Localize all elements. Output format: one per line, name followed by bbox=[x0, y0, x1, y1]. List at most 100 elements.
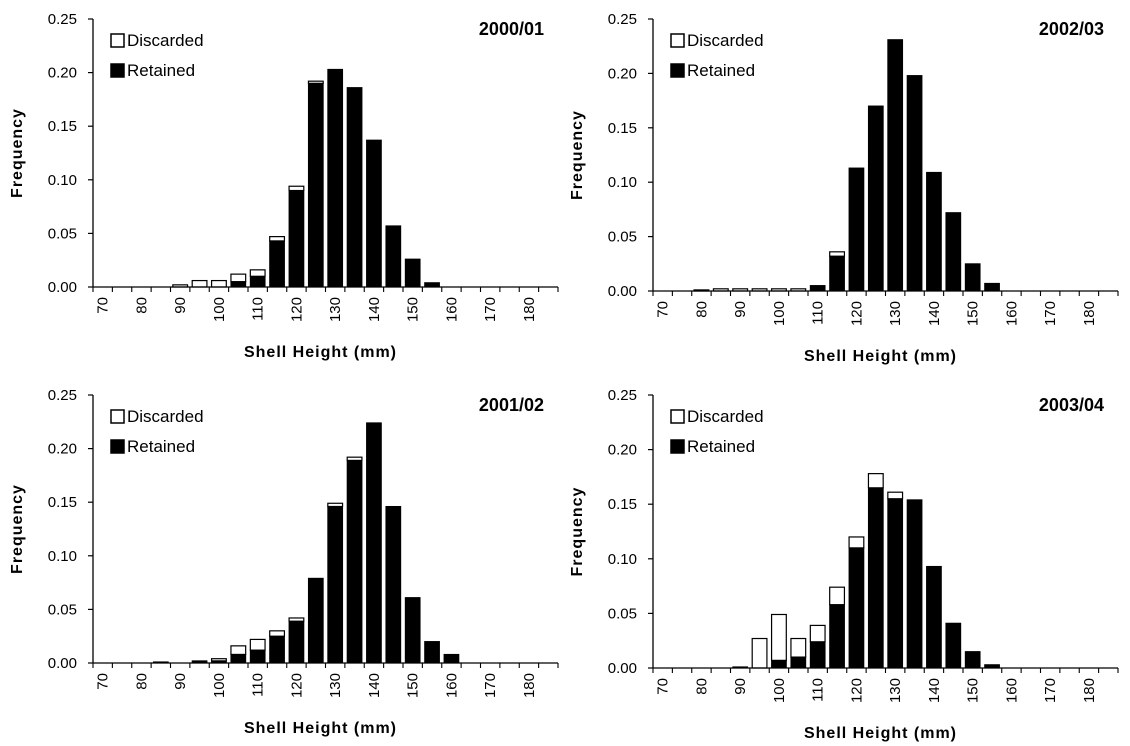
y-tick-label: 0.25 bbox=[608, 11, 637, 28]
bar-retained bbox=[269, 240, 285, 288]
bar-discarded bbox=[307, 80, 324, 84]
legend-label-discarded: Discarded bbox=[687, 31, 764, 50]
y-tick-label: 0.20 bbox=[608, 65, 637, 82]
legend-swatch-discarded bbox=[110, 33, 125, 48]
bar-retained bbox=[327, 505, 344, 664]
bar-discarded bbox=[751, 637, 768, 669]
y-tick-label: 0.00 bbox=[48, 655, 77, 672]
bar-discarded bbox=[288, 617, 305, 622]
x-tick-label: 180 bbox=[1081, 301, 1098, 326]
bar-retained bbox=[809, 285, 826, 292]
x-tick-label: 120 bbox=[848, 678, 865, 703]
x-tick-label: 180 bbox=[521, 297, 538, 322]
bar-discarded bbox=[288, 185, 305, 192]
bar-retained bbox=[307, 577, 324, 664]
x-tick-label: 120 bbox=[848, 301, 865, 326]
legend-swatch-discarded bbox=[670, 409, 685, 424]
x-tick-label: 80 bbox=[133, 673, 150, 690]
bar-retained bbox=[443, 653, 460, 664]
y-tick-label: 0.00 bbox=[48, 279, 77, 296]
bar-discarded bbox=[327, 502, 344, 508]
y-tick-label: 0.05 bbox=[48, 225, 77, 242]
panel-year-label: 2002/03 bbox=[1039, 19, 1104, 39]
x-tick-label: 150 bbox=[965, 678, 982, 703]
bar-retained bbox=[385, 225, 402, 288]
bar-retained bbox=[964, 263, 981, 292]
y-tick-label: 0.00 bbox=[608, 660, 637, 677]
bar-retained bbox=[809, 641, 826, 669]
y-tick-label: 0.15 bbox=[608, 120, 637, 137]
bar-retained bbox=[385, 505, 402, 664]
y-tick-label: 0.05 bbox=[608, 229, 637, 246]
bar-retained bbox=[790, 656, 807, 669]
y-tick-label: 0.15 bbox=[48, 118, 77, 135]
y-tick-label: 0.15 bbox=[608, 496, 637, 513]
bar-retained bbox=[366, 422, 382, 664]
bar-discarded bbox=[790, 637, 807, 658]
bar-retained bbox=[867, 105, 884, 292]
bar-retained bbox=[887, 39, 904, 292]
x-tick-label: 130 bbox=[887, 678, 904, 703]
bar-discarded bbox=[249, 638, 266, 651]
y-tick-label: 0.10 bbox=[48, 172, 77, 189]
x-tick-label: 170 bbox=[1042, 301, 1059, 326]
y-tick-label: 0.10 bbox=[608, 551, 637, 568]
bar-retained bbox=[269, 635, 285, 664]
y-tick-label: 0.00 bbox=[608, 283, 637, 300]
x-tick-label: 170 bbox=[482, 673, 499, 698]
legend-swatch-retained bbox=[670, 439, 685, 454]
bar-retained bbox=[249, 649, 266, 664]
legend-label-retained: Retained bbox=[687, 61, 755, 80]
y-tick-label: 0.20 bbox=[608, 442, 637, 459]
bar-retained bbox=[848, 167, 865, 292]
panel-year-label: 2000/01 bbox=[479, 19, 544, 39]
x-tick-label: 130 bbox=[327, 673, 344, 698]
x-tick-label: 180 bbox=[521, 673, 538, 698]
x-tick-label: 100 bbox=[211, 297, 228, 322]
x-tick-label: 100 bbox=[771, 678, 788, 703]
panel-year-label: 2001/02 bbox=[479, 395, 544, 415]
bar-retained bbox=[887, 498, 904, 669]
x-tick-label: 140 bbox=[926, 678, 943, 703]
x-tick-label: 140 bbox=[366, 297, 383, 322]
x-tick-label: 150 bbox=[965, 301, 982, 326]
x-tick-label: 160 bbox=[1003, 678, 1020, 703]
bar-retained bbox=[249, 275, 266, 288]
panel-year-label: 2003/04 bbox=[1039, 395, 1104, 415]
bar-retained bbox=[771, 659, 787, 669]
y-tick-label: 0.15 bbox=[48, 494, 77, 511]
x-tick-label: 160 bbox=[443, 297, 460, 322]
chart-panel-2001-02: 0.00 0.05 0.10 0.15 0.20 0.25 70 80 90 100 110 120 1… bbox=[9, 387, 559, 737]
x-tick-label: 110 bbox=[810, 301, 827, 325]
bar-retained bbox=[906, 75, 923, 292]
bar-discarded bbox=[829, 586, 846, 606]
bar-retained bbox=[945, 212, 962, 292]
x-tick-label: 90 bbox=[172, 673, 189, 690]
bar-discarded bbox=[269, 630, 286, 637]
x-tick-label: 130 bbox=[327, 297, 344, 322]
legend-swatch-retained bbox=[110, 63, 125, 78]
bar-retained bbox=[829, 604, 845, 669]
legend-label-retained: Retained bbox=[687, 437, 755, 456]
bar-retained bbox=[867, 487, 884, 669]
x-tick-label: 100 bbox=[211, 673, 228, 698]
x-tick-label: 130 bbox=[887, 301, 904, 326]
bar-retained bbox=[424, 641, 440, 664]
x-tick-label: 150 bbox=[405, 297, 422, 322]
x-tick-label: 90 bbox=[732, 678, 749, 695]
bar-retained bbox=[926, 171, 942, 292]
x-tick-label: 170 bbox=[1042, 678, 1059, 703]
bar-discarded bbox=[887, 491, 904, 500]
y-tick-label: 0.05 bbox=[608, 605, 637, 622]
x-tick-label: 90 bbox=[172, 297, 189, 314]
y-tick-label: 0.25 bbox=[608, 387, 637, 404]
y-axis-title: Frequency bbox=[9, 108, 26, 198]
bar-retained bbox=[288, 190, 305, 288]
bar-retained bbox=[307, 82, 324, 288]
x-tick-label: 140 bbox=[926, 301, 943, 326]
bar-retained bbox=[230, 653, 247, 664]
x-tick-label: 180 bbox=[1081, 678, 1098, 703]
bar-discarded bbox=[809, 624, 826, 643]
x-axis-title: Shell Height (mm) bbox=[804, 348, 957, 365]
